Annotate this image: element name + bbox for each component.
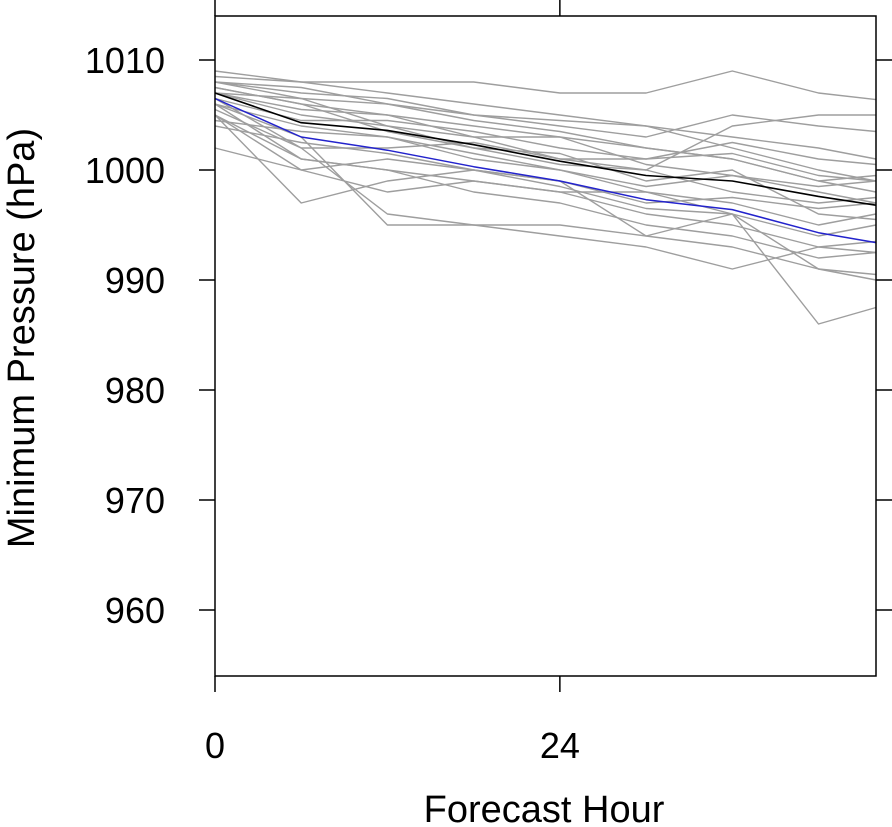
- ensemble-member-line: [214, 92, 877, 182]
- mean-series: [214, 92, 877, 206]
- ensemble-lines: [214, 70, 877, 325]
- highlight-series-line: [214, 97, 877, 244]
- y-tick-label: 990: [105, 260, 165, 301]
- ensemble-member-line: [214, 114, 877, 259]
- x-tick-label: 24: [540, 725, 580, 766]
- ensemble-member-line: [214, 81, 877, 221]
- y-tick-label: 970: [105, 480, 165, 521]
- y-tick-label: 1010: [85, 40, 165, 81]
- ensemble-member-line: [214, 81, 877, 182]
- ensemble-member-line: [214, 86, 876, 171]
- y-tick-label: 960: [105, 590, 165, 631]
- ensemble-member-line: [214, 103, 877, 204]
- ensemble-member-line: [214, 125, 877, 237]
- x-tick-label: 0: [205, 725, 225, 766]
- ensemble-member-line: [214, 81, 877, 138]
- axis-ticks: 960 970 980 990 1000 1010 0 24: [85, 0, 892, 766]
- ensemble-member-line: [214, 92, 877, 188]
- ensemble-member-line: [214, 97, 877, 270]
- ensemble-member-line: [214, 75, 877, 160]
- ensemble-member-line: [214, 97, 877, 166]
- y-tick-label: 1000: [85, 150, 165, 191]
- ensemble-member-line: [214, 70, 877, 101]
- x-axis-label: Forecast Hour: [424, 789, 665, 827]
- plot-frame: [214, 15, 877, 677]
- y-tick-label: 980: [105, 370, 165, 411]
- highlight-series: [214, 97, 877, 244]
- y-axis-label: Minimum Pressure (hPa): [1, 128, 43, 548]
- ensemble-member-line: [214, 114, 877, 325]
- mean-series-line: [214, 92, 877, 206]
